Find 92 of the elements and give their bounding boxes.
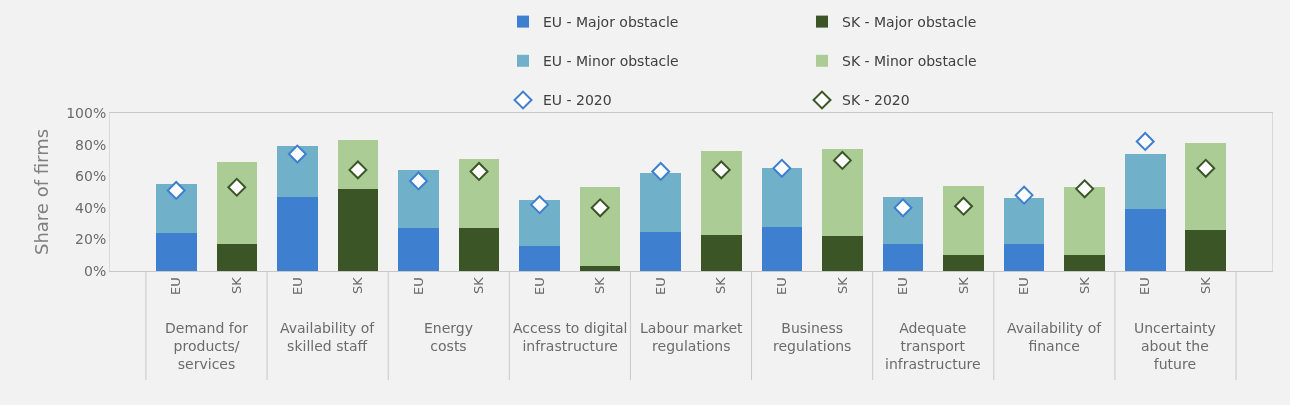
text: Adequate transport infrastructure [885, 320, 981, 373]
x-tick-label: EU [410, 277, 426, 295]
bar [216, 161, 258, 245]
bar [519, 199, 560, 246]
point [166, 180, 186, 200]
y-tick-label: 60% [75, 168, 107, 185]
bar [216, 244, 258, 271]
text: Availability of finance [1007, 320, 1103, 355]
bar [337, 139, 379, 189]
x-tick-label: EU [895, 277, 911, 295]
x-tick-label: EU [1137, 277, 1153, 295]
x-tick-label: SK [1076, 276, 1092, 294]
point [409, 171, 428, 191]
bar [640, 173, 682, 232]
x-tick-label: EU [531, 277, 547, 295]
bar [700, 234, 742, 271]
point [1075, 179, 1095, 199]
legend-label: EU - 2020 [543, 92, 612, 109]
point [1135, 131, 1155, 151]
bar [277, 196, 318, 271]
bar [1185, 229, 1227, 271]
point [287, 144, 307, 164]
bar [458, 158, 500, 229]
bar [579, 187, 621, 267]
text: Energy costs [424, 320, 474, 355]
point [893, 198, 913, 218]
x-tick-label: EU [168, 277, 184, 295]
y-tick-label: 40% [75, 199, 107, 216]
bar [1064, 187, 1105, 256]
bar [1003, 244, 1045, 271]
point [651, 162, 671, 181]
bar [882, 244, 924, 271]
y-axis-title: Share of firms [31, 128, 53, 256]
y-tick-label: 20% [75, 231, 107, 248]
bar [761, 226, 803, 271]
bar [155, 233, 197, 271]
point [530, 195, 550, 215]
legend-label: SK - Major obstacle [842, 14, 977, 31]
point [711, 160, 731, 180]
point [954, 196, 973, 216]
point [1014, 185, 1034, 205]
text: Labour market regulations [640, 320, 744, 355]
bar [640, 231, 682, 271]
bar [337, 188, 379, 271]
bar [398, 228, 439, 271]
point [590, 198, 610, 218]
point [772, 158, 792, 178]
point [1196, 158, 1216, 178]
x-tick-label: SK [834, 276, 850, 294]
y-tick-label: 100% [66, 104, 107, 121]
bar [1064, 255, 1105, 271]
x-tick-label: EU [289, 277, 305, 295]
bar [1185, 143, 1227, 230]
legend-label: EU - Major obstacle [543, 14, 679, 31]
point [832, 150, 852, 170]
bar [700, 150, 742, 235]
text: Access to digital infrastructure [513, 320, 628, 355]
bar [519, 245, 560, 271]
bar [1124, 209, 1166, 271]
point [227, 177, 247, 197]
bar [943, 185, 984, 256]
bar [277, 146, 318, 197]
legend-label: SK - Minor obstacle [842, 53, 977, 70]
x-tick-label: EU [1016, 277, 1032, 295]
x-tick-label: SK [955, 276, 971, 294]
x-tick-label: EU [774, 277, 790, 295]
bar [822, 149, 863, 237]
bar [458, 228, 500, 271]
bar [155, 184, 197, 234]
bar [822, 236, 863, 271]
text: Uncertainty about the future [1134, 320, 1216, 373]
x-tick-label: SK [592, 276, 608, 294]
point [469, 162, 489, 181]
x-tick-label: SK [350, 276, 366, 294]
x-tick-label: EU [652, 277, 668, 295]
bar [761, 168, 803, 227]
bar [1003, 198, 1045, 245]
y-tick-label: 80% [75, 136, 107, 153]
text: Demand for products/ services [165, 320, 249, 373]
x-tick-label: SK [229, 276, 245, 294]
legend-label: SK - 2020 [842, 92, 910, 109]
legend-label: EU - Minor obstacle [543, 53, 679, 70]
bar [943, 255, 984, 271]
x-tick-label: SK [1198, 276, 1214, 294]
bar [579, 266, 621, 271]
bar [398, 169, 439, 229]
bar [1124, 154, 1166, 210]
x-tick-label: SK [471, 276, 487, 294]
y-tick-label: 0% [83, 262, 107, 279]
text: Business regulations [773, 320, 852, 355]
x-tick-label: SK [713, 276, 729, 294]
text: Availability of skilled staff [280, 320, 376, 355]
